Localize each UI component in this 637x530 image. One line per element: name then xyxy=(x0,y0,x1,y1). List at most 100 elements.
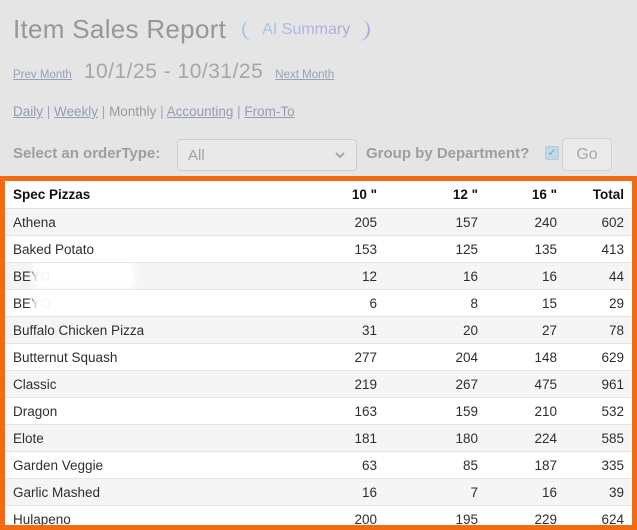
value-cell: 163 xyxy=(277,397,385,425)
date-range: 10/1/25 - 10/31/25 xyxy=(83,60,264,83)
value-cell: 187 xyxy=(486,451,565,479)
value-cell: 157 xyxy=(385,208,486,236)
group-by-department-label: Group by Department? xyxy=(366,145,530,162)
table-row: Baked Potato 153 125 135 413 xyxy=(5,235,632,263)
value-cell: 148 xyxy=(486,343,565,371)
item-name-cell: BEYO xyxy=(5,289,277,317)
value-cell: 413 xyxy=(565,235,632,263)
go-button[interactable]: Go xyxy=(562,138,612,171)
table-row: BEYO 6 8 15 29 xyxy=(5,289,632,317)
item-name: Garlic Mashed xyxy=(13,484,101,500)
value-cell: 78 xyxy=(565,316,632,344)
table-row: BEYO 12 16 16 44 xyxy=(5,262,632,290)
tab-accounting[interactable]: Accounting xyxy=(166,104,234,119)
value-cell: 8 xyxy=(385,289,486,317)
value-cell: 277 xyxy=(277,343,385,371)
value-cell: 240 xyxy=(486,208,565,236)
value-cell: 210 xyxy=(486,397,565,425)
value-cell: 181 xyxy=(277,424,385,452)
value-cell: 532 xyxy=(565,397,632,425)
value-cell: 335 xyxy=(565,451,632,479)
order-type-select[interactable]: All xyxy=(177,139,357,171)
tab-weekly[interactable]: Weekly xyxy=(54,104,99,119)
ai-summary-label: AI Summary xyxy=(262,20,351,38)
table-row: Elote 181 180 224 585 xyxy=(5,424,632,452)
table-row: Dragon 163 159 210 532 xyxy=(5,397,632,425)
table-row: Athena 205 157 240 602 xyxy=(5,208,632,236)
tab-from-to[interactable]: From-To xyxy=(244,104,295,119)
value-cell: 7 xyxy=(385,478,486,506)
prev-month-link[interactable]: Prev Month xyxy=(13,69,72,81)
tab-daily[interactable]: Daily xyxy=(13,104,44,119)
value-cell: 267 xyxy=(385,370,486,398)
value-cell: 85 xyxy=(385,451,486,479)
tab-separator: | xyxy=(43,104,55,119)
next-month-link[interactable]: Next Month xyxy=(275,69,335,81)
item-name-cell: Baked Potato xyxy=(5,235,277,263)
value-cell: 27 xyxy=(486,316,565,344)
table-header-row: Spec Pizzas 10 " 12 " 16 " Total xyxy=(5,181,632,209)
value-cell: 629 xyxy=(565,343,632,371)
value-cell: 195 xyxy=(385,505,486,525)
redaction-blur xyxy=(33,262,135,289)
item-name: Baked Potato xyxy=(13,241,95,257)
value-cell: 204 xyxy=(385,343,486,371)
value-cell: 135 xyxy=(486,235,565,263)
item-name-cell: Buffalo Chicken Pizza xyxy=(5,316,277,344)
order-type-value: All xyxy=(188,146,205,164)
value-cell: 125 xyxy=(385,235,486,263)
item-name-cell: Garden Veggie xyxy=(5,451,277,479)
item-name-cell: BEYO xyxy=(5,262,277,290)
tab-separator: | xyxy=(98,104,110,119)
item-sales-table: Spec Pizzas 10 " 12 " 16 " Total Athena 205 15… xyxy=(5,181,632,527)
ai-summary-inner: AI Summary xyxy=(244,16,369,42)
value-cell: 159 xyxy=(385,397,486,425)
tab-separator: | xyxy=(233,104,245,119)
item-name: Athena xyxy=(13,214,56,230)
value-cell: 200 xyxy=(277,505,385,525)
column-header: 16 " xyxy=(486,181,565,209)
value-cell: 63 xyxy=(277,451,385,479)
item-name-cell: Classic xyxy=(5,370,277,398)
item-name: Elote xyxy=(13,430,44,446)
value-cell: 602 xyxy=(565,208,632,236)
column-header: 12 " xyxy=(385,181,486,209)
item-name: Buffalo Chicken Pizza xyxy=(13,322,145,338)
value-cell: 180 xyxy=(385,424,486,452)
item-name: Dragon xyxy=(13,403,58,419)
value-cell: 585 xyxy=(565,424,632,452)
item-name: Garden Veggie xyxy=(13,457,104,473)
checkmark-icon: ✓ xyxy=(547,147,557,159)
item-name-cell: Elote xyxy=(5,424,277,452)
column-header: Spec Pizzas xyxy=(5,181,277,209)
value-cell: 31 xyxy=(277,316,385,344)
report-header: Item Sales Report AI Summary xyxy=(13,14,371,45)
date-navigation: Prev Month 10/1/25 - 10/31/25 Next Month xyxy=(13,60,334,84)
tab-monthly: Monthly xyxy=(109,104,157,119)
tab-separator: | xyxy=(156,104,167,119)
value-cell: 475 xyxy=(486,370,565,398)
value-cell: 44 xyxy=(565,262,632,290)
value-cell: 224 xyxy=(486,424,565,452)
value-cell: 20 xyxy=(385,316,486,344)
item-name-cell: Garlic Mashed xyxy=(5,478,277,506)
item-name: Butternut Squash xyxy=(13,349,118,365)
value-cell: 29 xyxy=(565,289,632,317)
filter-bar: Select an orderType: All Group by Depart… xyxy=(0,138,637,172)
view-tabs: Daily | Weekly | Monthly | Accounting | … xyxy=(13,104,295,119)
item-name: Hulapeno xyxy=(13,511,71,527)
value-cell: 12 xyxy=(277,262,385,290)
value-cell: 15 xyxy=(486,289,565,317)
table-row: Hulapeno 200 195 229 624 xyxy=(5,505,632,527)
page-title: Item Sales Report xyxy=(13,14,227,44)
chevron-down-icon xyxy=(335,152,345,159)
ai-summary-button[interactable]: AI Summary xyxy=(242,16,371,42)
value-cell: 16 xyxy=(486,262,565,290)
order-type-label: Select an orderType: xyxy=(13,145,161,162)
value-cell: 229 xyxy=(486,505,565,525)
value-cell: 205 xyxy=(277,208,385,236)
group-by-department-checkbox[interactable]: ✓ xyxy=(545,146,559,160)
item-name: Classic xyxy=(13,376,57,392)
report-table-highlight: Spec Pizzas 10 " 12 " 16 " Total Athena 205 15… xyxy=(0,176,637,530)
value-cell: 16 xyxy=(277,478,385,506)
